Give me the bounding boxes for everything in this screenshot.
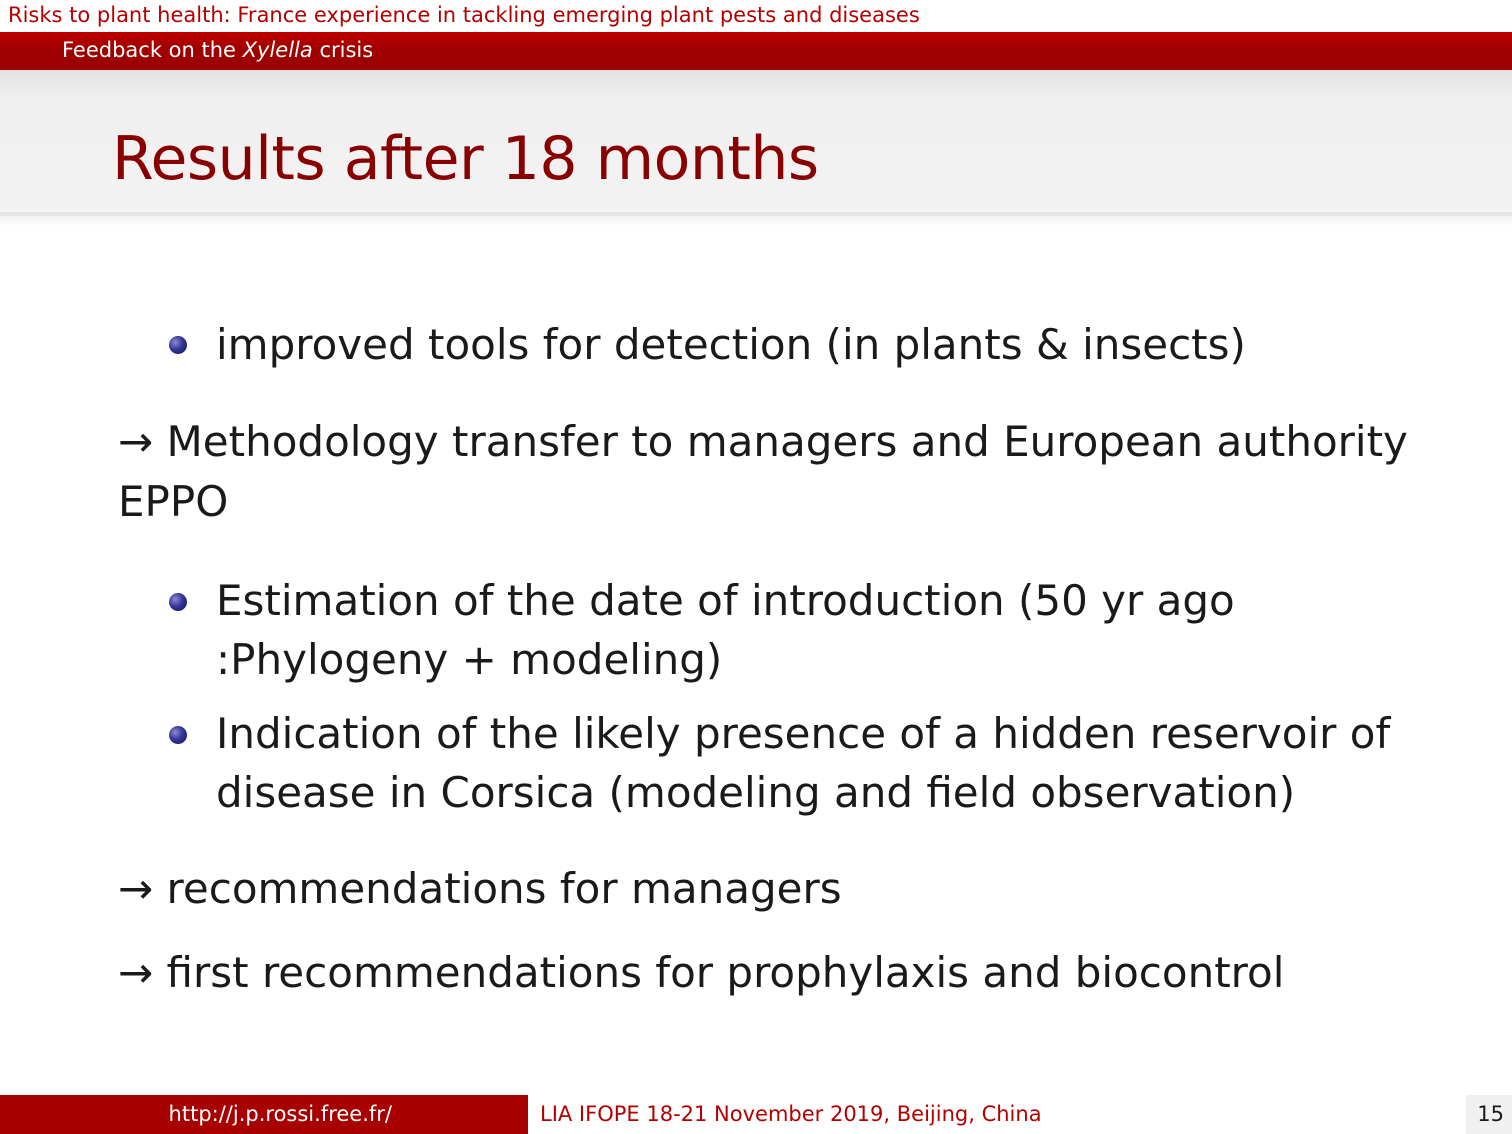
- bullet-hidden-reservoir-cont: disease in Corsica (modeling and field o…: [216, 768, 1296, 817]
- frame-title: Results after 18 months: [112, 124, 819, 194]
- bullet-detection-tools: improved tools for detection (in plants …: [216, 320, 1246, 369]
- footer-url[interactable]: http://j.p.rossi.free.fr/: [168, 1102, 392, 1126]
- section-title[interactable]: Risks to plant health: France experience…: [8, 3, 920, 27]
- footer-page-box: 15: [1466, 1095, 1512, 1134]
- header-subsection-bar: [0, 32, 1512, 70]
- page-number: 15: [1477, 1102, 1504, 1126]
- frame-title-bar: [0, 70, 1512, 216]
- subsection-italic: Xylella: [242, 38, 313, 62]
- footer: http://j.p.rossi.free.fr/ LIA IFOPE 18-2…: [0, 1095, 1512, 1134]
- arrow-methodology-transfer-cont: EPPO: [118, 477, 229, 526]
- subsection-suffix: crisis: [312, 38, 374, 62]
- bullet-icon: [169, 593, 187, 611]
- bullet-date-estimation: Estimation of the date of introduction (…: [216, 576, 1235, 625]
- bullet-icon: [169, 726, 187, 744]
- footer-event-box: LIA IFOPE 18-21 November 2019, Beijing, …: [528, 1095, 1466, 1134]
- bullet-hidden-reservoir: Indication of the likely presence of a h…: [216, 709, 1391, 758]
- footer-url-box: http://j.p.rossi.free.fr/: [0, 1095, 528, 1134]
- subsection-title[interactable]: Feedback on the Xylella crisis: [62, 38, 373, 62]
- header-section-bar: Risks to plant health: France experience…: [0, 0, 1512, 32]
- arrow-methodology-transfer: → Methodology transfer to managers and E…: [118, 417, 1408, 466]
- footer-event: LIA IFOPE 18-21 November 2019, Beijing, …: [540, 1102, 1042, 1126]
- bullet-icon: [169, 336, 187, 354]
- title-bar-shadow: [0, 212, 1512, 226]
- arrow-prophylaxis-recommendations: → first recommendations for prophylaxis …: [118, 948, 1285, 997]
- arrow-manager-recommendations: → recommendations for managers: [118, 864, 842, 913]
- bullet-date-estimation-cont: :Phylogeny + modeling): [216, 635, 723, 684]
- subsection-prefix: Feedback on the: [62, 38, 243, 62]
